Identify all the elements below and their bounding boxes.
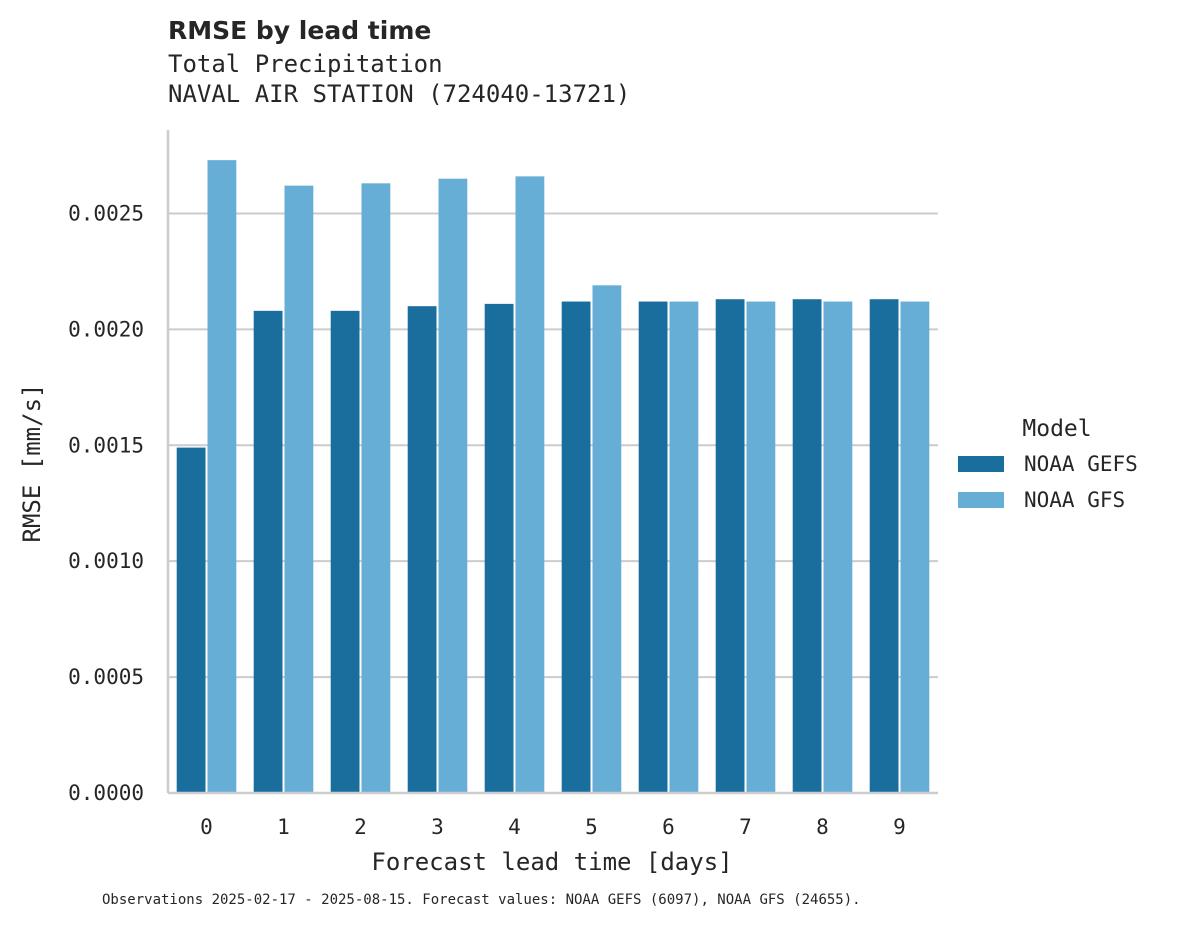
bar-noaa-gefs-6 (638, 301, 668, 793)
bars (176, 160, 930, 794)
x-tick-label: 9 (893, 815, 906, 839)
legend-label: NOAA GEFS (1024, 452, 1138, 476)
bar-noaa-gfs-8 (823, 301, 853, 793)
x-tick-label: 5 (585, 815, 598, 839)
axes (166, 130, 938, 795)
gridlines (168, 212, 938, 679)
bar-noaa-gefs-9 (869, 299, 899, 793)
bar-noaa-gefs-4 (484, 303, 514, 793)
bar-noaa-gfs-2 (361, 183, 391, 793)
x-tick-label: 2 (354, 815, 367, 839)
y-axis-label: RMSE [mm/s] (18, 384, 46, 543)
y-tick-label: 0.0020 (68, 317, 144, 341)
y-tick-label: 0.0025 (68, 201, 144, 225)
bar-noaa-gefs-3 (407, 306, 437, 793)
y-tick-label: 0.0015 (68, 433, 144, 457)
y-tick-labels: 0.0000 0.0005 0.0010 0.0015 0.0020 0.0025 (68, 201, 144, 805)
bar-noaa-gefs-8 (792, 299, 822, 793)
x-tick-label: 1 (277, 815, 290, 839)
bar-noaa-gfs-6 (669, 301, 699, 793)
bar-noaa-gfs-1 (284, 185, 314, 794)
bar-noaa-gfs-9 (900, 301, 930, 793)
x-tick-label: 3 (431, 815, 444, 839)
y-tick-label: 0.0000 (68, 781, 144, 805)
chart-title: RMSE by lead time (168, 16, 432, 45)
y-tick-label: 0.0005 (68, 665, 144, 689)
bar-noaa-gfs-4 (515, 176, 545, 793)
bar-noaa-gefs-7 (715, 299, 745, 793)
x-tick-labels: 0 1 2 3 4 5 6 7 8 9 (200, 815, 906, 839)
x-axis-label: Forecast lead time [days] (371, 848, 732, 876)
bar-noaa-gefs-1 (253, 310, 283, 793)
x-tick-label: 6 (662, 815, 675, 839)
chart-subtitle-variable: Total Precipitation (168, 50, 443, 78)
legend-swatch (958, 456, 1004, 472)
bar-noaa-gfs-0 (207, 160, 237, 794)
legend-title: Model (1022, 416, 1091, 442)
y-tick-label: 0.0010 (68, 549, 144, 573)
bar-noaa-gfs-7 (746, 301, 776, 793)
x-tick-label: 4 (508, 815, 521, 839)
bar-noaa-gefs-5 (561, 301, 591, 793)
legend: Model NOAA GEFS NOAA GFS (958, 416, 1138, 512)
footnote: Observations 2025-02-17 - 2025-08-15. Fo… (102, 892, 861, 908)
x-tick-label: 7 (739, 815, 752, 839)
bar-noaa-gefs-0 (176, 447, 206, 793)
bar-noaa-gfs-3 (438, 178, 468, 793)
legend-swatch (958, 492, 1004, 508)
bar-noaa-gfs-5 (592, 285, 622, 793)
chart-subtitle-station: NAVAL AIR STATION (724040-13721) (168, 80, 631, 108)
bar-noaa-gefs-2 (330, 310, 360, 793)
x-tick-label: 8 (816, 815, 829, 839)
legend-label: NOAA GFS (1024, 488, 1125, 512)
x-tick-label: 0 (200, 815, 213, 839)
